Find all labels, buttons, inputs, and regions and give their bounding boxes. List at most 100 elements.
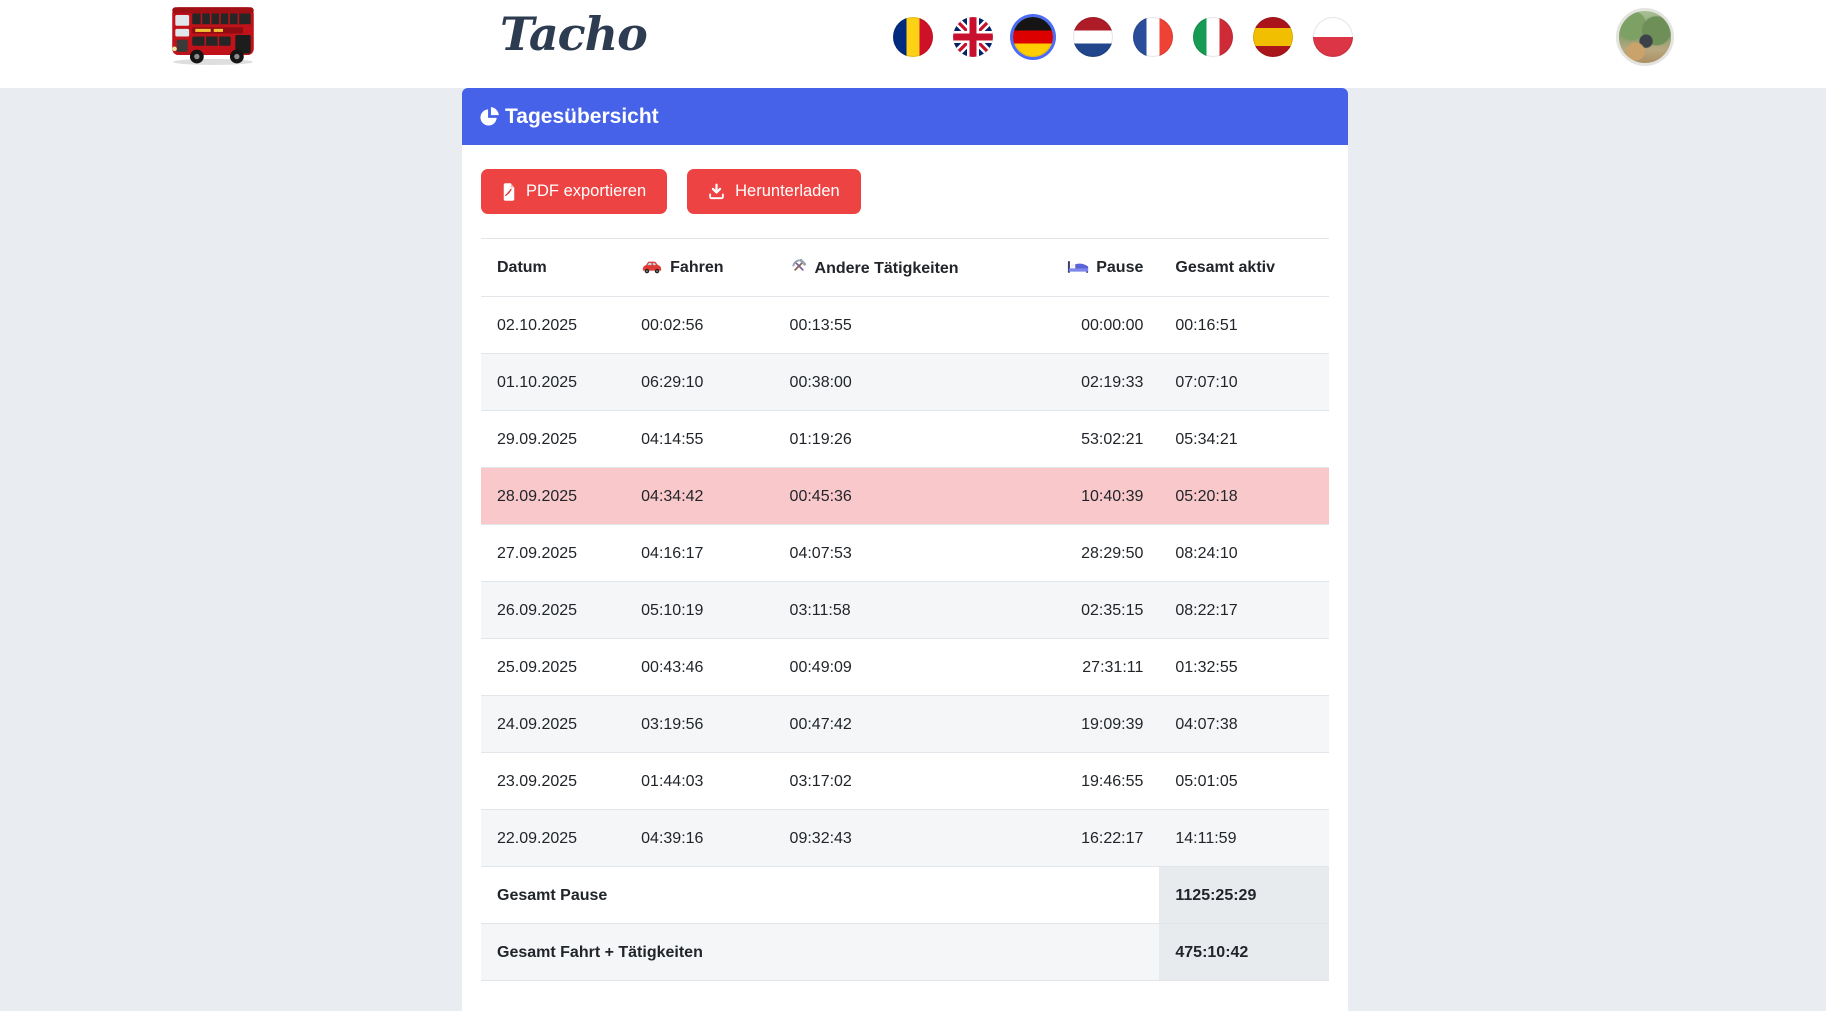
cell-datum: 01.10.2025 [481, 353, 626, 411]
tagesuebersicht-card: Tagesübersicht PDF exportieren [462, 88, 1348, 1011]
cell-andere_taetigkeiten: 03:11:58 [773, 581, 1041, 639]
total-label: Gesamt Pause [481, 866, 1160, 924]
cell-gesamt_aktiv: 08:22:17 [1159, 581, 1329, 639]
flag-netherlands-icon[interactable] [1073, 17, 1113, 57]
cell-andere_taetigkeiten: 09:32:43 [773, 809, 1041, 867]
flag-united-kingdom-icon[interactable] [953, 17, 993, 57]
table-row[interactable]: 29.09.2025 04:14:55 01:19:26 53:02:21 05:34:… [481, 410, 1329, 468]
cell-datum: 02.10.2025 [481, 296, 626, 354]
table-row[interactable]: 02.10.2025 00:02:56 00:13:55 00:00:00 00:16:… [481, 296, 1329, 354]
cell-pause: 02:35:15 [1040, 581, 1160, 639]
flag-romania-icon[interactable] [893, 17, 933, 57]
table-row[interactable]: 27.09.2025 04:16:17 04:07:53 28:29:50 08:24:… [481, 524, 1329, 582]
cell-fahren: 04:16:17 [625, 524, 774, 582]
daily-overview-table: Datum Fahren [481, 238, 1329, 981]
table-row[interactable]: 01.10.2025 06:29:10 00:38:00 02:19:33 07:07:… [481, 353, 1329, 411]
cell-pause: 16:22:17 [1040, 809, 1160, 867]
cell-gesamt_aktiv: 05:34:21 [1159, 410, 1329, 468]
tools-icon [791, 258, 806, 271]
cell-gesamt_aktiv: 01:32:55 [1159, 638, 1329, 696]
download-button[interactable]: Herunterladen [687, 169, 861, 214]
card-body: PDF exportieren Herunterladen Datum [462, 145, 1348, 1011]
flag-france-icon[interactable] [1133, 17, 1173, 57]
col-fahren: Fahren [625, 238, 774, 297]
user-avatar[interactable] [1616, 8, 1674, 66]
cell-datum: 23.09.2025 [481, 752, 626, 810]
cell-pause: 00:00:00 [1040, 296, 1160, 354]
col-gesamt-aktiv: Gesamt aktiv [1159, 238, 1329, 297]
flag-poland-icon[interactable] [1313, 17, 1353, 57]
flag-italy-icon[interactable] [1193, 17, 1233, 57]
cell-andere_taetigkeiten: 00:47:42 [773, 695, 1041, 753]
top-navbar: Tacho [0, 0, 1826, 88]
table-row[interactable]: 24.09.2025 03:19:56 00:47:42 19:09:39 04:07:… [481, 695, 1329, 753]
download-icon [709, 183, 724, 200]
cell-andere_taetigkeiten: 00:13:55 [773, 296, 1041, 354]
cell-pause: 19:09:39 [1040, 695, 1160, 753]
cell-datum: 24.09.2025 [481, 695, 626, 753]
cell-fahren: 05:10:19 [625, 581, 774, 639]
total-label: Gesamt Fahrt + Tätigkeiten [481, 923, 1160, 981]
cell-gesamt_aktiv: 00:16:51 [1159, 296, 1329, 354]
brand-title: Tacho [500, 7, 648, 61]
cell-fahren: 00:43:46 [625, 638, 774, 696]
cell-fahren: 04:39:16 [625, 809, 774, 867]
header-row: Datum Fahren [481, 238, 1329, 297]
cell-andere_taetigkeiten: 01:19:26 [773, 410, 1041, 468]
cell-fahren: 01:44:03 [625, 752, 774, 810]
language-switcher [893, 17, 1353, 57]
cell-fahren: 00:02:56 [625, 296, 774, 354]
table-foot: Gesamt Pause 1125:25:29 Gesamt Fahrt + Tät… [481, 866, 1329, 981]
table-row[interactable]: 25.09.2025 00:43:46 00:49:09 27:31:11 01:32:… [481, 638, 1329, 696]
bus-icon [172, 7, 254, 65]
bed-icon [1068, 261, 1089, 273]
table-head: Datum Fahren [481, 238, 1329, 297]
pie-chart-icon [480, 107, 499, 126]
cell-gesamt_aktiv: 08:24:10 [1159, 524, 1329, 582]
brand-logo-bus-icon[interactable] [163, 3, 263, 67]
export-pdf-label: PDF exportieren [526, 182, 647, 200]
car-icon [642, 261, 662, 274]
table-body: 02.10.2025 00:02:56 00:13:55 00:00:00 00:16:… [481, 296, 1329, 867]
cell-fahren: 04:14:55 [625, 410, 774, 468]
cell-pause: 10:40:39 [1040, 467, 1160, 525]
cell-andere_taetigkeiten: 00:45:36 [773, 467, 1041, 525]
cell-datum: 28.09.2025 [481, 467, 626, 525]
cell-gesamt_aktiv: 05:20:18 [1159, 467, 1329, 525]
cell-pause: 53:02:21 [1040, 410, 1160, 468]
cell-fahren: 03:19:56 [625, 695, 774, 753]
pdf-file-icon [503, 182, 515, 201]
cell-pause: 19:46:55 [1040, 752, 1160, 810]
table-row[interactable]: 22.09.2025 04:39:16 09:32:43 16:22:17 14:11:… [481, 809, 1329, 867]
total-row: Gesamt Pause 1125:25:29 [481, 866, 1329, 924]
cell-gesamt_aktiv: 07:07:10 [1159, 353, 1329, 411]
cell-gesamt_aktiv: 05:01:05 [1159, 752, 1329, 810]
col-pause: Pause [1040, 238, 1160, 297]
table-row[interactable]: 26.09.2025 05:10:19 03:11:58 02:35:15 08:22:… [481, 581, 1329, 639]
cell-pause: 02:19:33 [1040, 353, 1160, 411]
cell-datum: 29.09.2025 [481, 410, 626, 468]
flag-spain-icon[interactable] [1253, 17, 1293, 57]
col-datum: Datum [481, 238, 626, 297]
flag-germany-icon[interactable] [1013, 17, 1053, 57]
cell-fahren: 04:34:42 [625, 467, 774, 525]
cell-andere_taetigkeiten: 03:17:02 [773, 752, 1041, 810]
cell-andere_taetigkeiten: 00:38:00 [773, 353, 1041, 411]
cell-andere_taetigkeiten: 00:49:09 [773, 638, 1041, 696]
table-row[interactable]: 23.09.2025 01:44:03 03:17:02 19:46:55 05:01:… [481, 752, 1329, 810]
total-value: 1125:25:29 [1159, 866, 1329, 924]
cell-fahren: 06:29:10 [625, 353, 774, 411]
cell-andere_taetigkeiten: 04:07:53 [773, 524, 1041, 582]
cell-datum: 22.09.2025 [481, 809, 626, 867]
total-row: Gesamt Fahrt + Tätigkeiten 475:10:42 [481, 923, 1329, 981]
cell-gesamt_aktiv: 04:07:38 [1159, 695, 1329, 753]
total-value: 475:10:42 [1159, 923, 1329, 981]
page-content: Tagesübersicht PDF exportieren [0, 88, 1826, 1011]
table-row[interactable]: 28.09.2025 04:34:42 00:45:36 10:40:39 05:20:… [481, 467, 1329, 525]
cell-datum: 26.09.2025 [481, 581, 626, 639]
cell-datum: 25.09.2025 [481, 638, 626, 696]
download-label: Herunterladen [735, 182, 840, 200]
card-header: Tagesübersicht [462, 88, 1348, 145]
action-buttons: PDF exportieren Herunterladen [481, 169, 1329, 214]
export-pdf-button[interactable]: PDF exportieren [481, 169, 668, 214]
